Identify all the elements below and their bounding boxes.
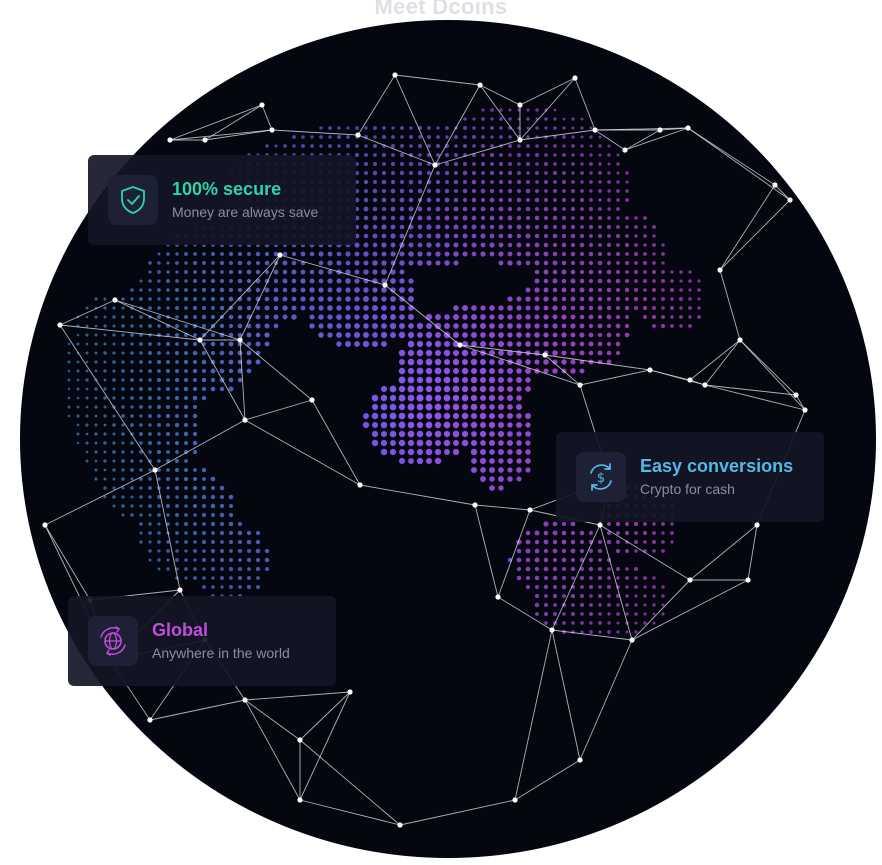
feature-title: Easy conversions [640, 456, 794, 476]
feature-title: Global [152, 620, 209, 640]
hero-title: Meet Dcoins [374, 0, 508, 19]
dollar-exchange-icon: $ [576, 452, 626, 502]
network-mesh [42, 72, 808, 828]
globe-arrows-icon [88, 616, 138, 666]
shield-check-icon [108, 175, 158, 225]
feature-card-global: Global Anywhere in the world [68, 596, 336, 686]
feature-card-secure: 100% secure Money are always save [88, 155, 356, 245]
feature-subtitle: Crypto for cash [640, 481, 735, 497]
feature-subtitle: Anywhere in the world [152, 645, 290, 661]
feature-title: 100% secure [172, 179, 282, 199]
svg-text:$: $ [597, 471, 605, 486]
feature-card-conversions: $ Easy conversions Crypto for cash [556, 432, 824, 522]
feature-subtitle: Money are always save [172, 204, 319, 220]
